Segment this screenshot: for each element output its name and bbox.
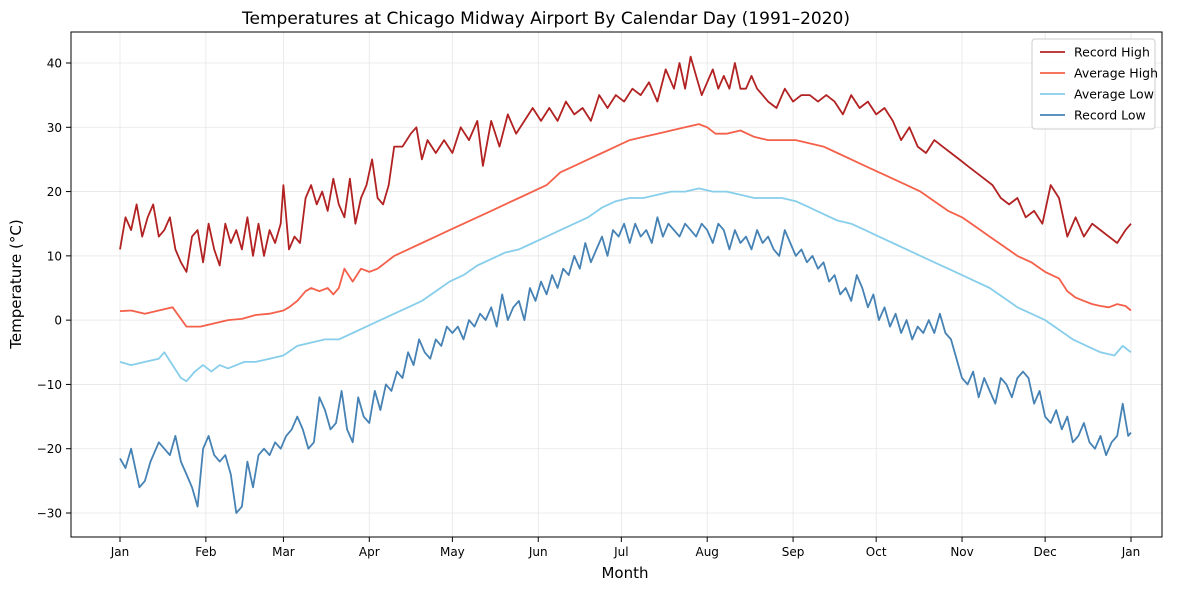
x-tick-label: Jan — [1121, 545, 1141, 559]
x-tick-label: Aug — [695, 545, 718, 559]
x-tick-label: Jun — [528, 545, 548, 559]
y-tick-label: 10 — [47, 249, 62, 263]
series-lines — [119, 55, 1132, 514]
average-high-line — [119, 123, 1132, 328]
y-tick-label: 0 — [54, 314, 62, 328]
x-tick-label: Feb — [195, 545, 216, 559]
x-tick-label: Sep — [782, 545, 805, 559]
y-tick-label: −30 — [37, 507, 62, 521]
y-axis-label: Temperature (°C) — [7, 219, 25, 349]
legend-label-record-high: Record High — [1074, 45, 1150, 60]
x-axis-label: Month — [601, 564, 648, 582]
x-tick-label: Dec — [1034, 545, 1057, 559]
x-tick-label: Jan — [110, 545, 130, 559]
legend: Record High Average High Average Low Record… — [1031, 38, 1158, 130]
y-tick-label: −20 — [37, 442, 62, 456]
y-axis: −30 −20 −10 0 10 20 30 40 — [37, 57, 71, 521]
average-low-line — [119, 187, 1132, 383]
legend-label-average-high: Average High — [1074, 66, 1158, 81]
record-high-line — [119, 55, 1132, 273]
y-tick-label: 40 — [47, 57, 62, 71]
y-tick-label: 20 — [47, 185, 62, 199]
plot-frame — [70, 31, 1163, 538]
x-tick-label: Oct — [866, 545, 887, 559]
x-tick-label: Jul — [613, 545, 628, 559]
legend-label-record-low: Record Low — [1074, 108, 1146, 123]
y-tick-label: 30 — [47, 121, 62, 135]
y-tick-label: −10 — [37, 378, 62, 392]
legend-box — [1031, 38, 1156, 130]
x-tick-label: May — [440, 545, 465, 559]
legend-label-average-low: Average Low — [1074, 87, 1154, 102]
record-low-line — [119, 216, 1132, 514]
x-tick-label: Mar — [272, 545, 295, 559]
x-axis: Jan Feb Mar Apr May Jun Jul Aug Sep Oct Nov Dec Jan — [110, 537, 1141, 559]
x-tick-label: Apr — [359, 545, 380, 559]
chart-title: Temperatures at Chicago Midway Airport B… — [241, 9, 850, 29]
x-tick-label: Nov — [950, 545, 973, 559]
